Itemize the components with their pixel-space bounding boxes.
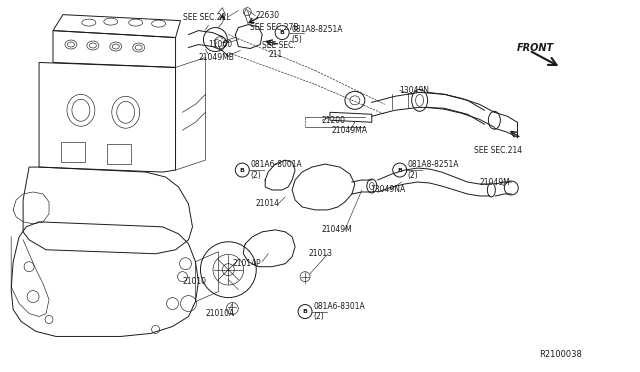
Text: 21049MA: 21049MA	[332, 126, 368, 135]
Text: SEE SEC.214: SEE SEC.214	[474, 145, 522, 155]
Text: 21200: 21200	[322, 116, 346, 125]
Text: 21010: 21010	[182, 277, 207, 286]
Text: 21049M: 21049M	[479, 177, 510, 186]
Text: 081A8-8251A
(5): 081A8-8251A (5)	[291, 25, 342, 44]
Text: 21049MB: 21049MB	[198, 53, 234, 62]
Text: 11060: 11060	[209, 40, 232, 49]
Text: SEE SEC.21L: SEE SEC.21L	[182, 13, 230, 22]
Text: B: B	[240, 167, 244, 173]
Text: B: B	[397, 167, 402, 173]
Text: B: B	[303, 309, 307, 314]
Text: 211: 211	[268, 50, 282, 59]
Text: 081A6-8301A
(2): 081A6-8301A (2)	[313, 302, 365, 321]
Text: 21014: 21014	[255, 199, 279, 208]
Text: FRONT: FRONT	[517, 42, 554, 52]
Text: SEE SEC.: SEE SEC.	[262, 41, 296, 50]
Text: 22630: 22630	[255, 11, 280, 20]
Text: B: B	[280, 30, 285, 35]
Text: R2100038: R2100038	[539, 350, 582, 359]
Text: 081A8-8251A
(2): 081A8-8251A (2)	[408, 160, 459, 180]
Text: 13049N: 13049N	[400, 86, 429, 95]
Text: 21013: 21013	[308, 249, 332, 258]
Text: 21049M: 21049M	[322, 225, 353, 234]
Text: SEE SEC.27B: SEE SEC.27B	[250, 23, 299, 32]
Text: 21014P: 21014P	[232, 259, 261, 268]
Text: 081A6-8001A
(2): 081A6-8001A (2)	[250, 160, 302, 180]
Text: 13049NA: 13049NA	[370, 186, 405, 195]
Text: 21010A: 21010A	[205, 309, 235, 318]
